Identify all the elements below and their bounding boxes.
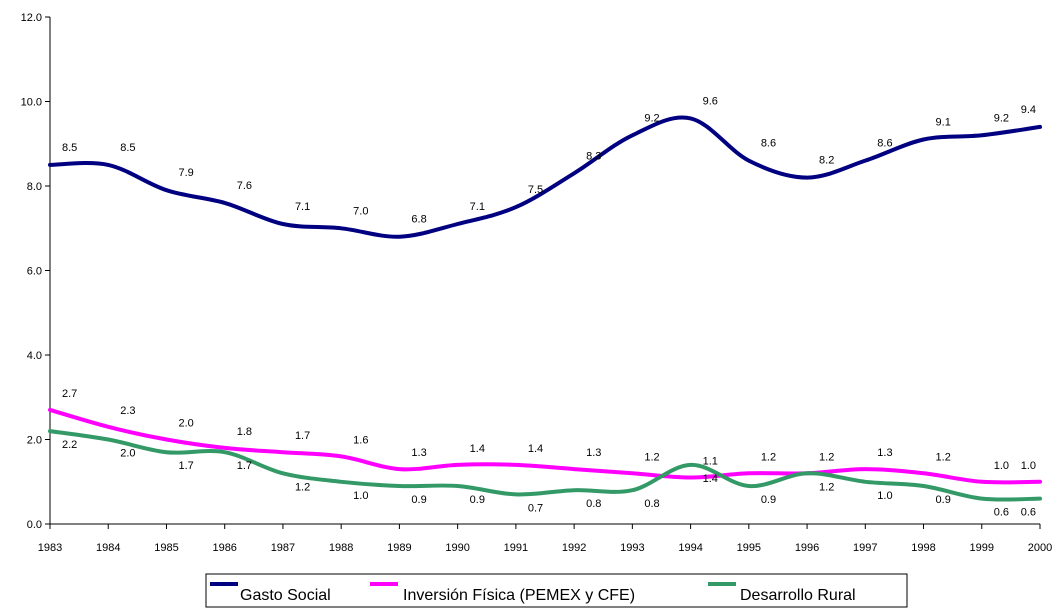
data-label: 7.0	[353, 205, 368, 217]
x-tick-label: 1999	[970, 542, 994, 554]
data-label: 0.9	[936, 494, 951, 506]
data-label: 0.6	[1021, 507, 1036, 519]
data-label: 0.8	[586, 498, 601, 510]
data-label: 1.0	[877, 490, 892, 502]
data-label: 8.6	[877, 138, 892, 150]
series-line-0	[48, 115, 1042, 239]
x-tick-label: 1986	[212, 542, 236, 554]
data-label: 8.3	[586, 150, 601, 162]
y-tick-label: 0.0	[27, 519, 42, 531]
data-label: 9.2	[644, 112, 659, 124]
data-label: 1.1	[703, 456, 718, 468]
x-tick-label: 1988	[329, 542, 353, 554]
data-label: 1.0	[994, 460, 1009, 472]
data-label: 1.8	[237, 426, 252, 438]
x-tick-label: 1991	[504, 542, 528, 554]
data-label: 1.4	[528, 443, 543, 455]
x-tick-label: 1983	[38, 542, 62, 554]
data-label: 1.2	[936, 451, 951, 463]
x-tick-label: 1994	[678, 542, 702, 554]
legend-box	[205, 573, 908, 608]
legend-label: Gasto Social	[240, 587, 331, 604]
y-tick-label: 12.0	[21, 12, 42, 24]
data-label: 1.7	[237, 460, 252, 472]
data-label: 8.5	[62, 142, 77, 154]
y-tick-label: 2.0	[27, 435, 42, 447]
data-label: 0.6	[994, 507, 1009, 519]
data-label: 0.7	[528, 502, 543, 514]
data-label: 7.1	[470, 201, 485, 213]
data-label: 0.8	[644, 498, 659, 510]
data-label: 1.0	[353, 490, 368, 502]
y-tick-label: 8.0	[27, 181, 42, 193]
data-label: 1.2	[644, 451, 659, 463]
x-tick-label: 1998	[911, 542, 935, 554]
series-line-1	[48, 407, 1042, 485]
y-tick-label: 10.0	[21, 97, 42, 109]
series-lines	[48, 115, 1042, 502]
data-label: 8.6	[761, 138, 776, 150]
x-tick-label: 1987	[271, 542, 295, 554]
data-label: 0.9	[411, 494, 426, 506]
x-tick-label: 1997	[853, 542, 877, 554]
data-label: 1.3	[586, 447, 601, 459]
legend-label: Desarrollo Rural	[740, 587, 856, 604]
data-label: 1.6	[353, 434, 368, 446]
data-label: 2.0	[120, 448, 135, 460]
data-label: 1.2	[295, 481, 310, 493]
data-label: 8.2	[819, 155, 834, 167]
data-label: 2.7	[62, 388, 77, 400]
data-label: 6.8	[411, 214, 426, 226]
data-label: 1.4	[470, 443, 485, 455]
data-label: 1.2	[819, 481, 834, 493]
x-tick-label: 1985	[154, 542, 178, 554]
series-line-2	[48, 429, 1042, 502]
data-label: 2.0	[178, 418, 193, 430]
data-label: 1.3	[411, 447, 426, 459]
axes: 0.0 2.0 4.0 6.0 8.0 10.0 12.0 1983 1984 1985 1986 1…	[21, 12, 1053, 554]
data-labels: 8.5 8.5 7.9 7.6 7.1 7.0 6.8 7.1 7.5 8.3 9.2 9.6 8.6 8…	[62, 95, 1036, 518]
x-tick-label: 1995	[737, 542, 761, 554]
data-label: 7.1	[295, 201, 310, 213]
x-tick-label: 2000	[1028, 542, 1052, 554]
data-label: 1.0	[1021, 460, 1036, 472]
data-label: 1.4	[703, 473, 718, 485]
x-tick-label: 1992	[562, 542, 586, 554]
data-label: 9.2	[994, 112, 1009, 124]
data-label: 7.6	[237, 180, 252, 192]
y-tick-label: 4.0	[27, 350, 42, 362]
x-tick-label: 1984	[96, 542, 120, 554]
legend-label: Inversión Física (PEMEX y CFE)	[403, 587, 635, 604]
data-label: 9.6	[703, 95, 718, 107]
data-label: 1.2	[761, 451, 776, 463]
legend: Gasto Social Inversión Física (PEMEX y CF…	[205, 573, 908, 608]
x-tick-label: 1993	[620, 542, 644, 554]
data-label: 1.3	[877, 447, 892, 459]
x-tick-label: 1989	[387, 542, 411, 554]
x-tick-label: 1996	[795, 542, 819, 554]
data-label: 9.4	[1021, 104, 1036, 116]
x-tick-label: 1990	[445, 542, 469, 554]
data-label: 0.9	[761, 494, 776, 506]
data-label: 7.5	[528, 184, 543, 196]
data-label: 0.9	[470, 494, 485, 506]
data-label: 2.3	[120, 405, 135, 417]
data-label: 7.9	[178, 167, 193, 179]
data-label: 1.2	[819, 451, 834, 463]
data-label: 9.1	[936, 117, 951, 129]
data-label: 1.7	[295, 430, 310, 442]
data-label: 2.2	[62, 439, 77, 451]
data-label: 1.7	[178, 460, 193, 472]
data-label: 8.5	[120, 142, 135, 154]
y-tick-label: 6.0	[27, 266, 42, 278]
